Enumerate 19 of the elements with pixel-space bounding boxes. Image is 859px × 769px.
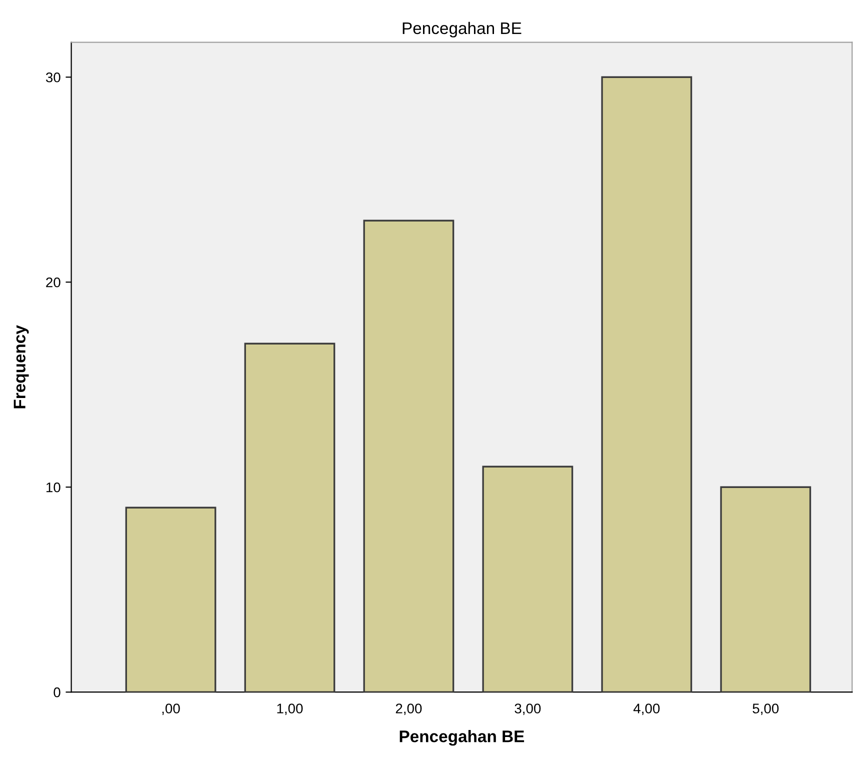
y-tick-label: 0 xyxy=(54,687,60,698)
bar xyxy=(601,76,692,692)
x-tick-label: 4,00 xyxy=(633,704,660,716)
chart-title: Pencegahan BE xyxy=(402,22,522,38)
bar xyxy=(482,466,574,692)
y-tick-label: 10 xyxy=(46,482,60,492)
bar xyxy=(244,342,336,692)
x-axis-title: Pencegahan BE xyxy=(400,730,524,746)
y-tick-label: 20 xyxy=(46,277,60,288)
bar xyxy=(363,220,454,692)
bar xyxy=(720,486,812,692)
x-tick-label: 3,00 xyxy=(514,704,541,716)
x-tick-label: ,00 xyxy=(162,704,180,716)
y-axis-title: Frequency xyxy=(14,325,29,408)
x-tick-label: 1,00 xyxy=(277,704,303,716)
bar xyxy=(125,506,216,692)
x-tick-label: 2,00 xyxy=(396,704,422,716)
x-tick-label: 5,00 xyxy=(752,704,779,716)
y-tick-label: 30 xyxy=(46,72,60,82)
